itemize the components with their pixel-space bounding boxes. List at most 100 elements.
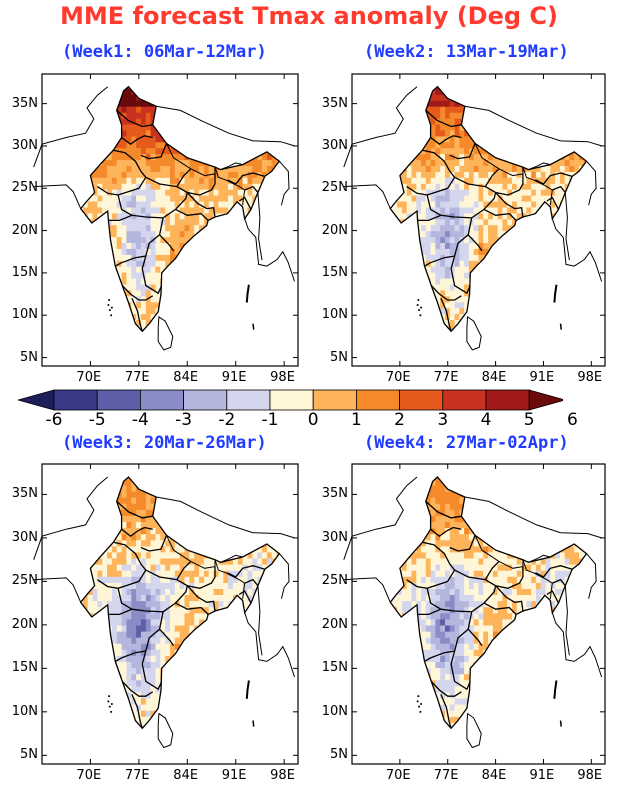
colorbar-swatch xyxy=(355,389,400,411)
island-dot xyxy=(110,710,113,713)
lat-label: 15N xyxy=(11,660,38,676)
lon-label: 98E xyxy=(577,370,603,385)
map-svg xyxy=(343,463,606,765)
lon-label: 91E xyxy=(529,370,555,385)
lat-label: 10N xyxy=(11,703,38,719)
india-outline xyxy=(389,476,588,730)
lon-label: 77E xyxy=(433,768,459,783)
island-dot xyxy=(418,309,421,312)
border-line xyxy=(564,192,570,261)
colorbar-legend: -6 -5 -4 -3 -2 -1 0 1 2 3 4 5 6 xyxy=(16,388,578,430)
state-boundary xyxy=(440,694,452,729)
colorbar-tick-label: -6 xyxy=(45,410,63,430)
state-boundary xyxy=(449,143,476,160)
week1-map: 35N 30N 25N 20N 15N 10N 5N 70E 77E 84E 91E 98E xyxy=(12,73,299,385)
state-boundary xyxy=(175,208,209,221)
sri-lanka-outline xyxy=(466,712,482,749)
lon-label: 84E xyxy=(173,370,199,385)
border-line xyxy=(214,559,246,599)
border-line xyxy=(343,577,391,603)
anomaly-field xyxy=(80,86,280,332)
lat-label: 10N xyxy=(11,307,38,323)
state-boundary xyxy=(449,535,476,552)
colorbar-tick-label: 6 xyxy=(566,410,578,430)
state-boundary xyxy=(417,214,442,222)
island-dot xyxy=(107,700,110,703)
sri-lanka-outline xyxy=(157,316,174,351)
anomaly-field xyxy=(80,477,280,729)
island-dot xyxy=(419,710,422,713)
lat-label: 25N xyxy=(321,180,348,196)
border-line xyxy=(564,585,570,656)
lat-label: 5N xyxy=(330,349,348,365)
state-boundary xyxy=(176,173,216,196)
state-boundary xyxy=(244,578,259,587)
border-line xyxy=(214,166,246,206)
state-boundary xyxy=(534,565,573,578)
state-boundary xyxy=(430,526,462,538)
state-boundary xyxy=(535,172,573,185)
state-boundary xyxy=(227,172,265,185)
border-line xyxy=(522,559,553,599)
state-boundary xyxy=(108,214,133,222)
state-boundary xyxy=(426,585,497,613)
state-boundary xyxy=(425,500,462,519)
border-line xyxy=(551,218,603,282)
state-boundary xyxy=(483,208,517,221)
lon-label: 70E xyxy=(76,768,102,783)
border-line xyxy=(343,184,391,209)
border-line xyxy=(464,496,602,539)
state-boundary xyxy=(440,298,452,332)
state-boundary xyxy=(483,602,517,615)
sri-lanka-outline xyxy=(466,315,482,351)
island-dot xyxy=(416,304,419,307)
state-boundary xyxy=(495,192,524,218)
state-boundary xyxy=(484,566,524,589)
colorbar-swatch xyxy=(485,389,530,411)
state-boundary xyxy=(552,185,566,193)
lon-label: 70E xyxy=(385,768,411,783)
colorbar-swatch xyxy=(528,389,567,411)
lon-label: 91E xyxy=(221,768,247,783)
colorbar-tick-label: 2 xyxy=(394,410,406,430)
lat-label: 30N xyxy=(321,529,348,545)
island-dot xyxy=(417,695,420,698)
island-dot xyxy=(110,703,113,705)
india-outline xyxy=(79,85,281,333)
nicobar-islands xyxy=(559,720,562,727)
week3-map: 35N 30N 25N 20N 15N 10N 5N 70E 77E 84E 91E 98E xyxy=(12,463,299,783)
lon-label: 91E xyxy=(529,768,555,783)
colorbar-swatch xyxy=(269,389,314,411)
state-boundary xyxy=(121,135,153,146)
lon-label: 77E xyxy=(433,370,459,385)
border-line xyxy=(528,554,551,563)
lat-label: 30N xyxy=(321,137,348,153)
border-line xyxy=(244,612,295,678)
state-boundary xyxy=(430,285,462,301)
colorbar-swatch xyxy=(53,389,98,411)
lon-label: 98E xyxy=(270,370,295,385)
island-dot xyxy=(417,298,420,301)
state-boundary xyxy=(406,541,456,589)
state-boundary xyxy=(450,255,471,295)
state-boundary xyxy=(467,611,483,647)
state-boundary xyxy=(175,602,209,615)
lat-label: 30N xyxy=(11,137,38,153)
colorbar-tick-label: 3 xyxy=(437,410,449,430)
state-boundary xyxy=(552,578,566,587)
state-boundary xyxy=(121,680,154,697)
lat-label: 10N xyxy=(321,703,348,719)
border-line xyxy=(244,218,295,282)
week4-map: 35N 30N 25N 20N 15N 10N 5N 70E 77E 84E 91E 98E xyxy=(322,463,606,783)
border-line xyxy=(278,553,290,599)
state-boundary xyxy=(406,149,456,196)
lat-label: 35N xyxy=(321,486,348,502)
lat-label: 10N xyxy=(321,307,348,323)
border-line xyxy=(166,535,216,569)
andaman-islands xyxy=(245,284,250,303)
lat-label: 35N xyxy=(321,95,348,111)
colorbar-svg xyxy=(16,389,567,411)
island-dot xyxy=(108,705,111,708)
lon-label: 98E xyxy=(270,768,295,783)
colorbar-tick-label: -4 xyxy=(131,410,149,430)
